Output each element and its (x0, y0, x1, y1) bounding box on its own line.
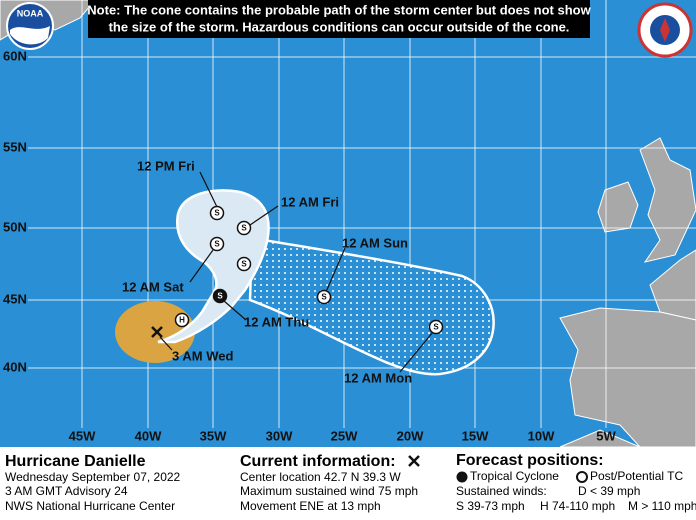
time-label: 12 AM Thu (244, 314, 309, 329)
lat-label: 60N (3, 48, 27, 63)
time-label: 12 AM Sun (342, 235, 408, 250)
storm-info: 3 AM GMT Advisory 24 (5, 484, 128, 498)
forecast-point (209, 236, 225, 252)
forecast-letter: S (433, 323, 439, 332)
winds-title: Sustained winds: (456, 484, 547, 498)
info-panel (0, 447, 696, 520)
wind-class: D < 39 mph (578, 484, 640, 498)
wind-class: M > 110 mph (628, 499, 696, 513)
noaa-logo-wave (10, 26, 50, 45)
storm-info: Wednesday September 07, 2022 (5, 470, 181, 484)
forecast-point (209, 205, 225, 221)
current-info: Movement ENE at 13 mph (240, 499, 381, 513)
label-leaders (159, 171, 434, 373)
legend-tc-symbol (456, 471, 468, 483)
wind-class: S 39-73 mph (456, 499, 525, 513)
lat-label: 40N (3, 359, 27, 374)
legend-entry: Tropical Cyclone (470, 469, 559, 483)
map-labels: 45W 40W 35W 30W 25W 20W 15W 10W 5W 60N 55N 50N 45N 40… (3, 48, 616, 443)
forecast-title: Forecast positions: (456, 452, 604, 469)
wind-field (115, 301, 195, 363)
time-label: 3 AM Wed (172, 348, 233, 363)
time-label: 12 AM Mon (344, 370, 412, 385)
current-info: Current information: (240, 453, 396, 470)
forecast-letter: H (179, 316, 185, 325)
lon-label: 35W (200, 428, 227, 443)
cone-days-4-5 (248, 236, 495, 376)
forecast-point (236, 220, 252, 236)
forecast-point (174, 312, 190, 328)
current-info: Maximum sustained wind 75 mph (240, 484, 418, 498)
forecast-point (236, 256, 252, 272)
lon-label: 45W (69, 428, 96, 443)
lat-label: 50N (3, 219, 27, 234)
lon-label: 30W (266, 428, 293, 443)
great-britain (639, 137, 696, 263)
legend-ptc-symbol (576, 471, 588, 483)
forecast-point (316, 289, 332, 305)
lat-label: 55N (3, 139, 27, 154)
lon-label: 20W (397, 428, 424, 443)
forecast-letter: S (241, 260, 247, 269)
wind-class: H 74-110 mph (540, 499, 615, 513)
forecast-letter: S (241, 224, 247, 233)
forecast-letter: S (214, 209, 220, 218)
legend-x (408, 455, 420, 467)
nws-logo-mark (660, 18, 670, 42)
forecast-point (428, 319, 444, 335)
forecast-letter: S (217, 292, 223, 301)
lon-label: 25W (331, 428, 358, 443)
current-position (151, 326, 163, 338)
forecast-point (212, 288, 228, 304)
lat-label: 45N (3, 291, 27, 306)
note: the size of the storm. Hazardous conditi… (109, 19, 570, 34)
forecast-letter: S (321, 293, 327, 302)
forecast-markers: H S S S S S S S (174, 205, 444, 335)
lon-label: 15W (462, 428, 489, 443)
note-box (88, 0, 590, 38)
time-label: 12 AM Sat (122, 279, 184, 294)
noaa-logo-text: NOAA (17, 8, 44, 18)
note: Note: The cone contains the probable pat… (87, 2, 591, 17)
forecast-letter: S (214, 240, 220, 249)
lon-label: 5W (596, 428, 616, 443)
current-info: Center location 42.7 N 39.3 W (240, 470, 401, 484)
storm-info: NWS National Hurricane Center (5, 499, 175, 513)
lon-label: 40W (135, 428, 162, 443)
legend-entry: Post/Potential TC (590, 469, 683, 483)
time-label: 12 AM Fri (281, 194, 339, 209)
time-label: 12 PM Fri (137, 158, 195, 173)
storm-info: Hurricane Danielle (5, 453, 146, 470)
lon-label: 10W (528, 428, 555, 443)
